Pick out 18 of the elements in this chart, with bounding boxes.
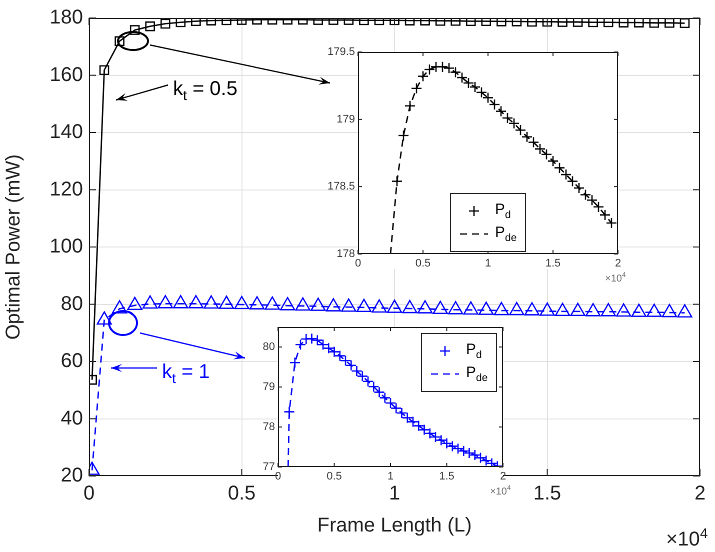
y-axis-title: Optimal Power (mW): [2, 154, 25, 340]
x-tick-label: 1: [388, 482, 400, 505]
y-tick-label: 40: [60, 407, 83, 430]
x-tick-label: 0: [83, 482, 95, 505]
y-tick-label: 160: [50, 64, 83, 86]
text: ×10$^{4}$: [666, 525, 708, 551]
x-tick-label: 2: [694, 482, 706, 505]
y-tick-label: 80: [60, 292, 83, 315]
y-tick-label: 100: [50, 236, 83, 258]
text: ×10$^{4}$: [490, 485, 511, 498]
x-tick-label: 0.5: [228, 482, 256, 505]
y-tick-label: 180: [50, 6, 83, 29]
x-axis-title: Frame Length (L): [317, 514, 472, 537]
x-tick-label: 1.5: [533, 482, 562, 505]
y-tick-label: 60: [60, 350, 83, 372]
y-tick-label: 120: [50, 178, 83, 200]
y-tick-label: 140: [50, 121, 83, 144]
y-tick-label: 20: [60, 464, 83, 487]
